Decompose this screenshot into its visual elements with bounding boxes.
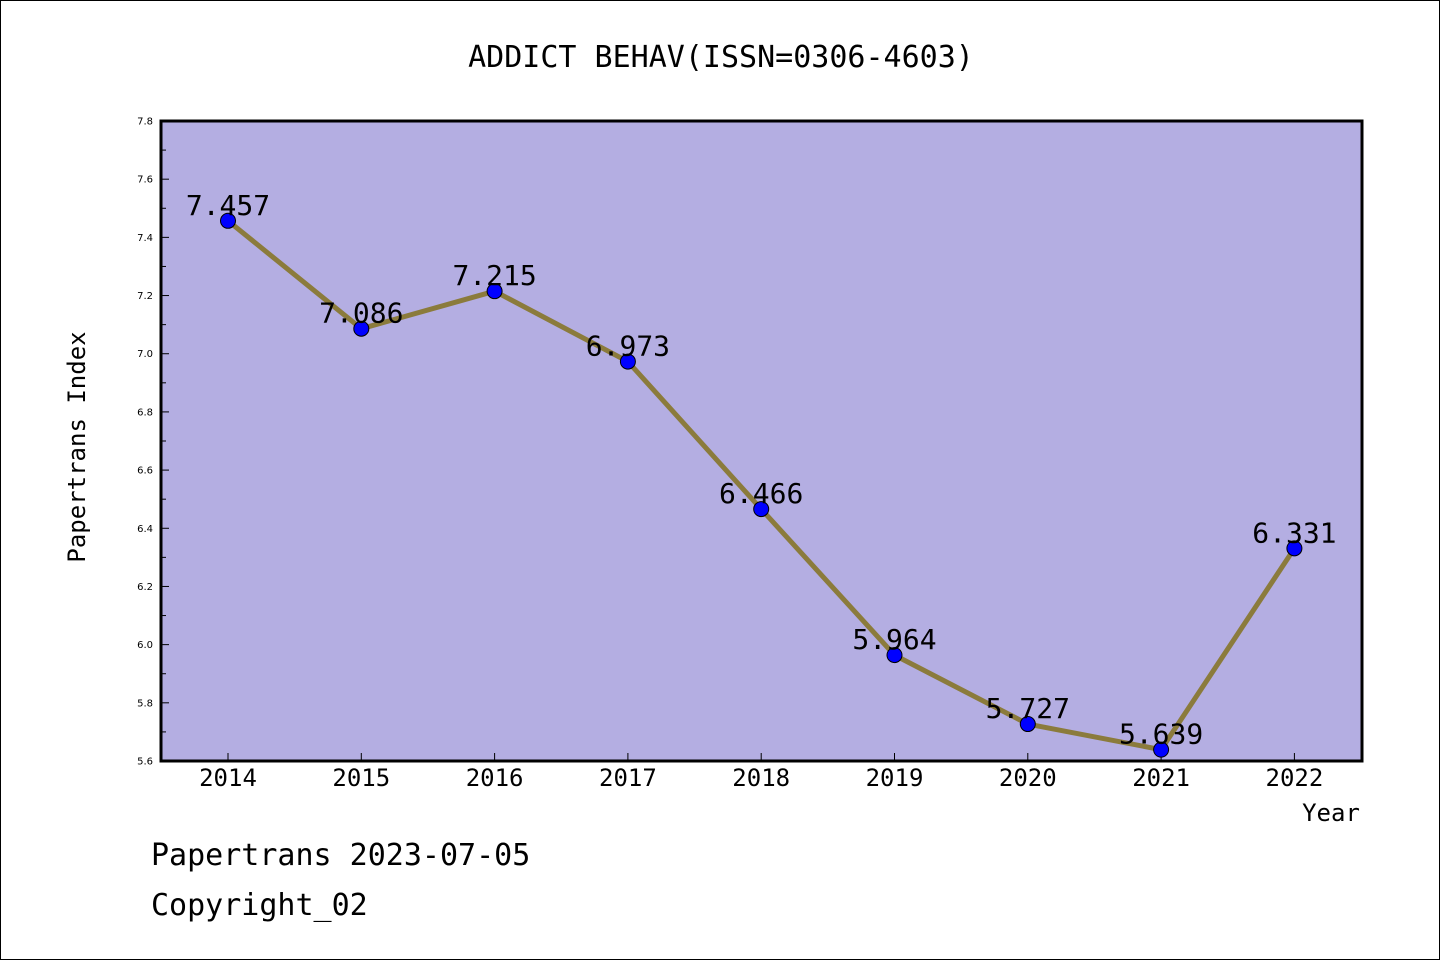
data-label: 6.973 bbox=[586, 330, 670, 363]
x-tick-label: 2016 bbox=[466, 764, 524, 792]
x-tick-label: 2022 bbox=[1266, 764, 1324, 792]
y-tick-label: 6.6 bbox=[137, 466, 153, 477]
data-label: 7.215 bbox=[452, 259, 536, 292]
footer-date: Papertrans 2023-07-05 bbox=[151, 838, 530, 873]
plot-area bbox=[159, 119, 1364, 763]
x-tick-label: 2018 bbox=[732, 764, 790, 792]
data-label: 6.331 bbox=[1252, 516, 1336, 549]
data-points bbox=[220, 212, 1303, 758]
data-label: 5.964 bbox=[852, 623, 936, 656]
data-labels: 7.457 7.086 7.215 6.973 6.466 5.964 5.727 5.639… bbox=[186, 189, 1337, 751]
data-label: 6.466 bbox=[719, 477, 803, 510]
data-point bbox=[486, 283, 503, 300]
y-tick-label: 7.4 bbox=[137, 233, 153, 244]
data-label: 7.457 bbox=[186, 189, 270, 222]
x-tick-label: 2020 bbox=[999, 764, 1057, 792]
data-point bbox=[753, 501, 770, 518]
y-axis-label: Papertrans Index bbox=[63, 331, 91, 562]
x-tick-label: 2015 bbox=[332, 764, 390, 792]
y-tick-label: 6.2 bbox=[137, 582, 153, 593]
footer-copyright: Copyright_02 bbox=[151, 888, 368, 923]
y-tick-label: 5.6 bbox=[137, 757, 153, 768]
x-axis: 2014 2015 2016 2017 2018 2019 2020 2021 2022 bbox=[199, 753, 1323, 792]
y-tick-label: 7.2 bbox=[137, 291, 153, 302]
y-tick-label: 7.0 bbox=[137, 349, 153, 360]
y-axis: 5.6 5.8 6.0 6.2 6.4 6.6 6.8 7.0 7.2 7.4 7.6 7.8 bbox=[137, 117, 169, 768]
data-point bbox=[619, 353, 636, 370]
chart-title: ADDICT BEHAV(ISSN=0306-4603) bbox=[468, 40, 974, 75]
data-point bbox=[1153, 741, 1170, 758]
x-axis-label: Year bbox=[1302, 799, 1360, 827]
data-point bbox=[353, 320, 370, 337]
x-tick-label: 2019 bbox=[866, 764, 924, 792]
data-point bbox=[1019, 716, 1036, 733]
y-tick-label: 6.0 bbox=[137, 640, 153, 651]
y-tick-label: 7.8 bbox=[137, 117, 153, 128]
y-tick-label: 6.8 bbox=[137, 407, 153, 418]
x-tick-label: 2021 bbox=[1132, 764, 1190, 792]
x-tick-label: 2017 bbox=[599, 764, 657, 792]
data-label: 7.086 bbox=[319, 297, 403, 330]
x-tick-label: 2014 bbox=[199, 764, 257, 792]
data-point bbox=[886, 647, 903, 664]
data-point bbox=[1286, 540, 1303, 557]
data-label: 5.639 bbox=[1119, 718, 1203, 751]
data-label: 5.727 bbox=[986, 692, 1070, 725]
data-point bbox=[220, 212, 236, 229]
y-tick-label: 7.6 bbox=[137, 175, 153, 186]
y-tick-label: 6.4 bbox=[137, 524, 153, 535]
y-tick-label: 5.8 bbox=[137, 698, 153, 709]
